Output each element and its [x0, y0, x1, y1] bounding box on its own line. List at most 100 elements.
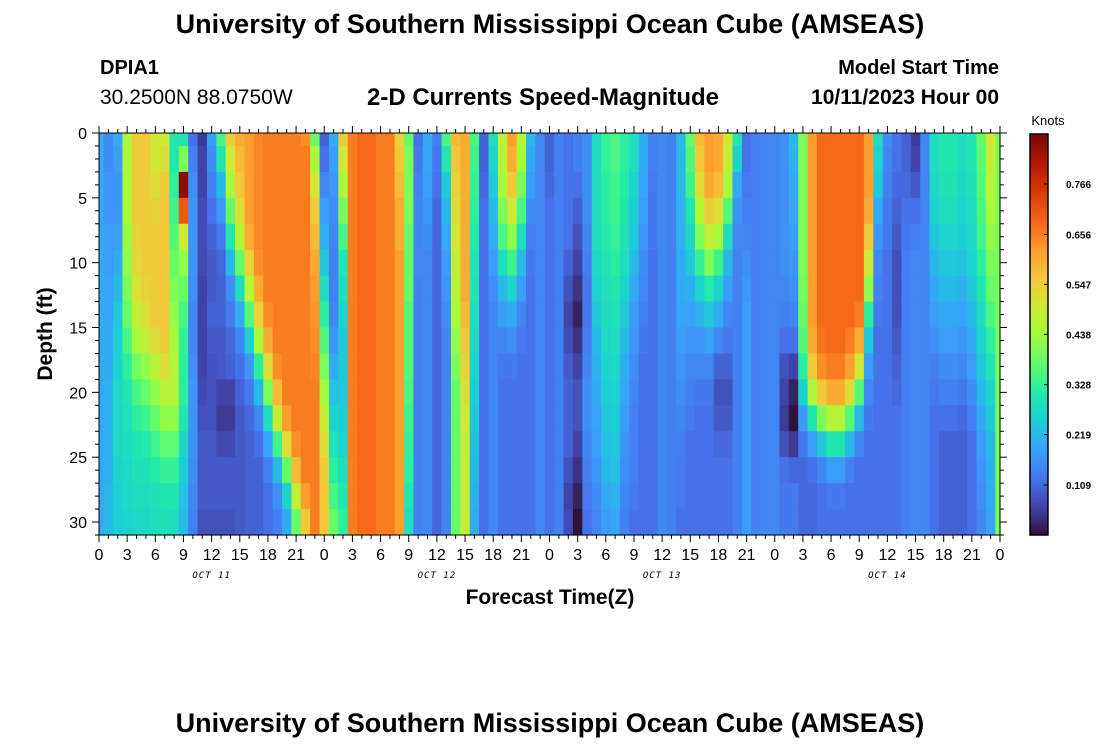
heatmap-cell: [929, 509, 940, 530]
heatmap-cell: [235, 528, 246, 536]
heatmap-cell: [113, 197, 124, 225]
heatmap-cell: [638, 379, 649, 406]
heatmap-cell: [563, 145, 574, 173]
heatmap-cell: [282, 197, 293, 225]
heatmap-cell: [863, 145, 874, 173]
heatmap-cell: [807, 405, 818, 432]
heatmap-cell: [469, 509, 480, 530]
heatmap-cell: [253, 353, 264, 380]
heatmap-cell: [319, 145, 330, 173]
heatmap-cell: [779, 223, 790, 251]
heatmap-cell: [685, 275, 696, 303]
heatmap-cell: [985, 275, 996, 303]
heatmap-cell: [216, 301, 227, 329]
heatmap-cell: [441, 405, 452, 432]
heatmap-cell: [704, 197, 715, 225]
heatmap-cell: [788, 249, 799, 277]
heatmap-cell: [882, 145, 893, 173]
heatmap-cell: [385, 197, 396, 225]
heatmap-cell: [206, 483, 217, 510]
heatmap-cell: [854, 528, 865, 536]
heatmap-cell: [666, 301, 677, 329]
heatmap-cell: [188, 223, 199, 251]
x-tick-label: 12: [428, 547, 446, 564]
heatmap-cell: [704, 405, 715, 432]
heatmap-cell: [601, 405, 612, 432]
heatmap-cell: [967, 301, 978, 329]
heatmap-cell: [516, 327, 527, 355]
heatmap-cell: [460, 405, 471, 432]
heatmap-cell: [244, 301, 255, 329]
heatmap-cell: [882, 249, 893, 277]
heatmap-cell: [507, 457, 518, 484]
heatmap-cell: [526, 171, 537, 199]
heatmap-cell: [122, 249, 133, 277]
heatmap-cell: [404, 327, 415, 355]
heatmap-cell: [816, 431, 827, 458]
heatmap-cell: [985, 405, 996, 432]
heatmap-cell: [929, 197, 940, 225]
heatmap-cell: [206, 509, 217, 530]
heatmap-cell: [741, 197, 752, 225]
heatmap-cell: [188, 249, 199, 277]
heatmap-cell: [338, 223, 349, 251]
heatmap-cell: [572, 509, 583, 530]
heatmap-cell: [375, 327, 386, 355]
heatmap-cell: [741, 509, 752, 530]
heatmap-cell: [798, 483, 809, 510]
heatmap-cell: [610, 431, 621, 458]
heatmap-cell: [319, 171, 330, 199]
heatmap-cell: [319, 379, 330, 406]
heatmap-cell: [601, 528, 612, 536]
heatmap-cell: [178, 379, 189, 406]
heatmap-cell: [572, 249, 583, 277]
heatmap-cell: [601, 509, 612, 530]
heatmap-cell: [460, 353, 471, 380]
heatmap-cell: [206, 145, 217, 173]
heatmap-cell: [892, 457, 903, 484]
heatmap-cell: [807, 528, 818, 536]
heatmap-cell: [253, 509, 264, 530]
heatmap-cell: [732, 509, 743, 530]
heatmap-cell: [394, 528, 405, 536]
heatmap-cell: [103, 133, 114, 147]
heatmap-cell: [601, 223, 612, 251]
heatmap-cell: [770, 528, 781, 536]
heatmap-cell: [347, 223, 358, 251]
heatmap-cell: [563, 483, 574, 510]
heatmap-cell: [554, 223, 565, 251]
heatmap-cell: [479, 405, 490, 432]
heatmap-cell: [826, 528, 837, 536]
heatmap-cell: [704, 327, 715, 355]
heatmap-cell: [619, 528, 630, 536]
heatmap-cell: [835, 528, 846, 536]
heatmap-cell: [638, 223, 649, 251]
heatmap-cell: [591, 301, 602, 329]
heatmap-cell: [948, 431, 959, 458]
plot-title: 2-D Currents Speed-Magnitude: [367, 84, 720, 111]
heatmap-cell: [816, 133, 827, 147]
heatmap-cell: [572, 145, 583, 173]
heatmap-cell: [892, 171, 903, 199]
heatmap-cell: [957, 223, 968, 251]
heatmap-cell: [507, 145, 518, 173]
heatmap-cell: [103, 405, 114, 432]
heatmap-cell: [554, 509, 565, 530]
heatmap-cell: [141, 249, 152, 277]
heatmap-cell: [235, 353, 246, 380]
heatmap-cell: [253, 275, 264, 303]
heatmap-cell: [103, 327, 114, 355]
heatmap-cell: [751, 145, 762, 173]
heatmap-cell: [779, 509, 790, 530]
heatmap-cell: [460, 223, 471, 251]
heatmap-cell: [160, 483, 170, 510]
heatmap-cell: [300, 483, 311, 510]
heatmap-cell: [770, 379, 781, 406]
heatmap-cell: [347, 483, 358, 510]
heatmap-cell: [235, 509, 246, 530]
heatmap-cell: [563, 353, 574, 380]
heatmap-cell: [601, 431, 612, 458]
heatmap-cell: [497, 275, 508, 303]
heatmap-cell: [310, 405, 321, 432]
heatmap-cell: [807, 197, 818, 225]
